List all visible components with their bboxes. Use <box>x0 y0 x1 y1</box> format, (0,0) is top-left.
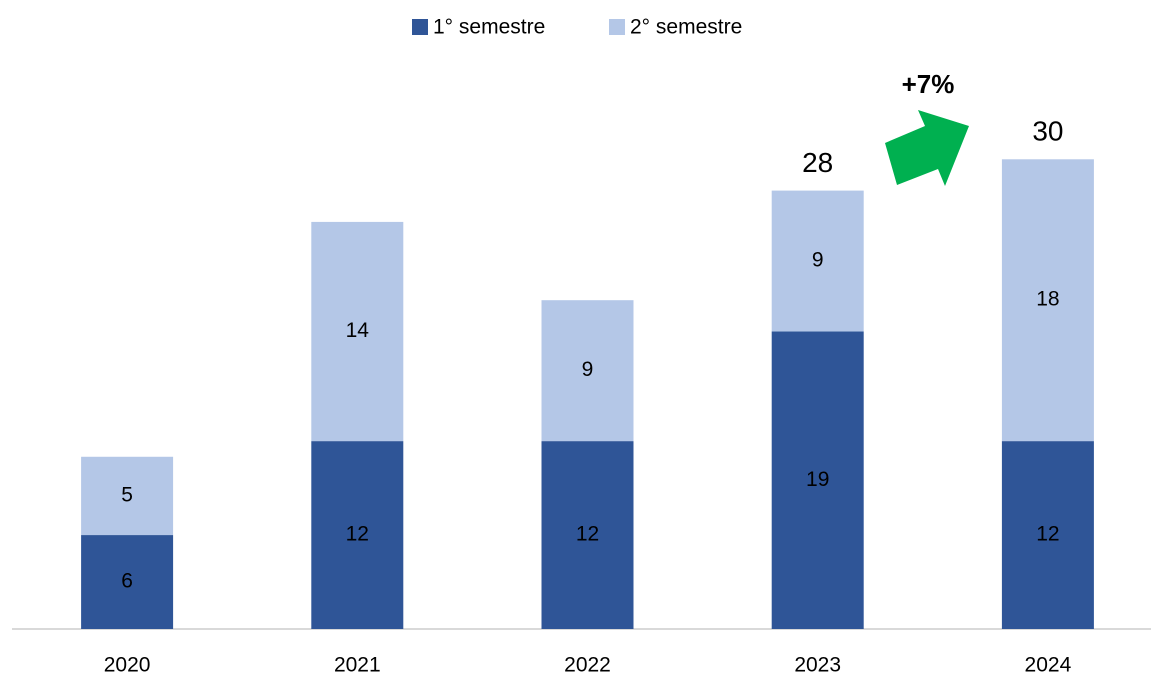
total-label: 30 <box>1032 116 1063 147</box>
bar-segment <box>771 331 864 629</box>
x-tick-label: 2022 <box>564 654 611 677</box>
total-label: 28 <box>802 147 833 178</box>
x-tick-label: 2021 <box>334 654 381 677</box>
bar-segment <box>541 300 634 442</box>
x-tick-label: 2023 <box>794 654 841 677</box>
value-label: 5 <box>121 483 133 506</box>
value-label: 14 <box>346 319 370 342</box>
bar-segment <box>1001 159 1094 442</box>
bar-segment <box>81 456 174 536</box>
bar-segment <box>81 535 174 629</box>
legend-swatch <box>609 19 625 35</box>
x-tick-label: 2020 <box>104 654 151 677</box>
legend-label: 1° semestre <box>433 16 545 39</box>
bar-segment <box>771 190 864 332</box>
value-label: 9 <box>582 358 594 381</box>
legend-swatch <box>412 19 428 35</box>
bar-segment <box>311 221 404 442</box>
value-label: 12 <box>1036 523 1059 546</box>
legend-label: 2° semestre <box>630 16 742 39</box>
value-label: 12 <box>576 523 599 546</box>
value-label: 6 <box>121 570 133 593</box>
x-tick-label: 2024 <box>1025 654 1072 677</box>
bar-segment <box>311 441 404 629</box>
annotation: +7% <box>902 69 955 99</box>
bar-segment <box>541 441 634 629</box>
value-label: 19 <box>806 468 829 491</box>
value-label: 18 <box>1036 288 1059 311</box>
bar-segment <box>1001 441 1094 629</box>
value-label: 12 <box>346 523 369 546</box>
growth-arrow <box>885 110 969 186</box>
value-label: 9 <box>812 249 824 272</box>
